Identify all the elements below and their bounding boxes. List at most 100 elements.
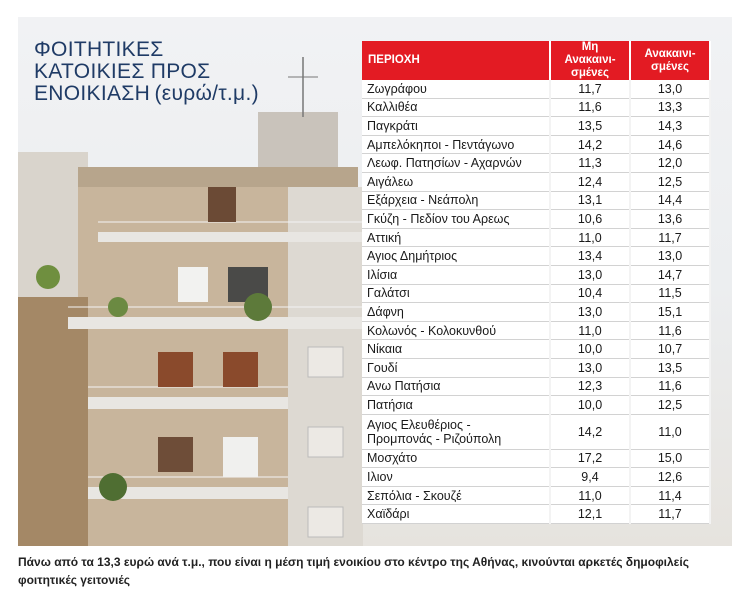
unrenovated-price-cell: 10,4 [550, 284, 631, 304]
renovated-price-cell: 12,0 [630, 153, 711, 173]
renovated-price-cell: 12,5 [630, 172, 711, 192]
table-row: Παγκράτι 13,5 14,3 [362, 116, 711, 136]
renovated-price-cell: 13,0 [630, 246, 711, 266]
unrenovated-price-cell: 10,6 [550, 209, 631, 229]
area-name-cell: Καλλιθέα [362, 98, 551, 118]
table-row: Γουδί 13,0 13,5 [362, 358, 711, 378]
title-main: ΦΟΙΤΗΤΙΚΕΣ ΚΑΤΟΙΚΙΕΣ ΠΡΟΣ ΕΝΟΙΚΙΑΣΗ [34, 38, 211, 105]
table-row: Χαϊδάρι 12,1 11,7 [362, 504, 711, 525]
unrenovated-price-cell: 11,6 [550, 98, 631, 118]
renovated-price-cell: 11,6 [630, 377, 711, 397]
table-row: Κολωνός - Κολοκυνθού 11,0 11,6 [362, 321, 711, 341]
renovated-price-cell: 15,0 [630, 449, 711, 469]
table-row: Ζωγράφου 11,7 13,0 [362, 80, 711, 99]
area-name-cell: Ζωγράφου [362, 80, 551, 99]
rent-table: ΠΕΡΙΟΧΗ Μη Ανακαινι- σμένες Ανακαινι- σμ… [362, 41, 711, 525]
renovated-price-cell: 13,6 [630, 209, 711, 229]
title-unit: (ευρώ/τ.μ.) [154, 82, 259, 105]
unrenovated-price-cell: 12,4 [550, 172, 631, 192]
table-row: Καλλιθέα 11,6 13,3 [362, 98, 711, 118]
unrenovated-price-cell: 14,2 [550, 135, 631, 155]
area-name-cell: Παγκράτι [362, 116, 551, 136]
unrenovated-price-cell: 11,0 [550, 228, 631, 248]
header-area: ΠΕΡΙΟΧΗ [362, 41, 551, 80]
unrenovated-price-cell: 13,5 [550, 116, 631, 136]
unrenovated-price-cell: 10,0 [550, 395, 631, 415]
infographic-panel: ΦΟΙΤΗΤΙΚΕΣ ΚΑΤΟΙΚΙΕΣ ΠΡΟΣ ΕΝΟΙΚΙΑΣΗ (ευρ… [18, 17, 732, 546]
unrenovated-price-cell: 13,0 [550, 265, 631, 285]
table-row: Αμπελόκηποι - Πεντάγωνο 14,2 14,6 [362, 135, 711, 155]
unrenovated-price-cell: 11,0 [550, 486, 631, 506]
caption: Πάνω από τα 13,3 ευρώ ανά τ.μ., που είνα… [18, 555, 689, 587]
table-row: Αττική 11,0 11,7 [362, 228, 711, 248]
renovated-price-cell: 14,6 [630, 135, 711, 155]
area-name-cell: Αττική [362, 228, 551, 248]
unrenovated-price-cell: 13,4 [550, 246, 631, 266]
area-name-cell: Αμπελόκηποι - Πεντάγωνο [362, 135, 551, 155]
area-name-cell: Μοσχάτο [362, 449, 551, 469]
area-name-cell: Ιλίσια [362, 265, 551, 285]
area-name-cell: Γαλάτσι [362, 284, 551, 304]
header-unrenovated: Μη Ανακαινι- σμένες [550, 41, 631, 80]
renovated-price-cell: 11,7 [630, 228, 711, 248]
unrenovated-price-cell: 13,0 [550, 302, 631, 322]
area-name-cell: Ιλιον [362, 467, 551, 487]
unrenovated-price-cell: 12,3 [550, 377, 631, 397]
table-row: Αγιος Δημήτριος 13,4 13,0 [362, 246, 711, 266]
table-row: Γαλάτσι 10,4 11,5 [362, 284, 711, 304]
area-name-cell: Λεωφ. Πατησίων - Αχαρνών [362, 153, 551, 173]
renovated-price-cell: 14,4 [630, 191, 711, 211]
area-name-cell: Γουδί [362, 358, 551, 378]
area-name-cell: Πατήσια [362, 395, 551, 415]
table-row: Αγιος Ελευθέριος - Προμπονάς - Ριζούπολη… [362, 414, 711, 450]
renovated-price-cell: 14,7 [630, 265, 711, 285]
table-row: Γκύζη - Πεδίον του Αρεως 10,6 13,6 [362, 209, 711, 229]
unrenovated-price-cell: 11,7 [550, 80, 631, 99]
header-renovated: Ανακαινι- σμένες [630, 41, 711, 80]
renovated-price-cell: 11,7 [630, 504, 711, 525]
unrenovated-price-cell: 10,0 [550, 339, 631, 359]
table-row: Νίκαια 10,0 10,7 [362, 339, 711, 359]
renovated-price-cell: 15,1 [630, 302, 711, 322]
area-name-cell: Ανω Πατήσια [362, 377, 551, 397]
area-name-cell: Αιγάλεω [362, 172, 551, 192]
area-name-cell: Δάφνη [362, 302, 551, 322]
renovated-price-cell: 10,7 [630, 339, 711, 359]
renovated-price-cell: 11,5 [630, 284, 711, 304]
infographic-title: ΦΟΙΤΗΤΙΚΕΣ ΚΑΤΟΙΚΙΕΣ ΠΡΟΣ ΕΝΟΙΚΙΑΣΗ (ευρ… [34, 39, 334, 105]
renovated-price-cell: 12,5 [630, 395, 711, 415]
table-row: Εξάρχεια - Νεάπολη 13,1 14,4 [362, 191, 711, 211]
table-header-row: ΠΕΡΙΟΧΗ Μη Ανακαινι- σμένες Ανακαινι- σμ… [362, 41, 711, 80]
area-name-cell: Κολωνός - Κολοκυνθού [362, 321, 551, 341]
unrenovated-price-cell: 9,4 [550, 467, 631, 487]
area-name-cell: Αγιος Ελευθέριος - Προμπονάς - Ριζούπολη [362, 414, 551, 450]
renovated-price-cell: 11,6 [630, 321, 711, 341]
unrenovated-price-cell: 17,2 [550, 449, 631, 469]
renovated-price-cell: 13,0 [630, 80, 711, 99]
table-row: Μοσχάτο 17,2 15,0 [362, 449, 711, 469]
unrenovated-price-cell: 11,3 [550, 153, 631, 173]
table-row: Σεπόλια - Σκουζέ 11,0 11,4 [362, 486, 711, 506]
renovated-price-cell: 12,6 [630, 467, 711, 487]
unrenovated-price-cell: 14,2 [550, 414, 631, 450]
renovated-price-cell: 14,3 [630, 116, 711, 136]
area-name-cell: Χαϊδάρι [362, 504, 551, 525]
area-name-cell: Εξάρχεια - Νεάπολη [362, 191, 551, 211]
table-row: Αιγάλεω 12,4 12,5 [362, 172, 711, 192]
unrenovated-price-cell: 12,1 [550, 504, 631, 525]
area-name-cell: Γκύζη - Πεδίον του Αρεως [362, 209, 551, 229]
area-name-cell: Νίκαια [362, 339, 551, 359]
unrenovated-price-cell: 11,0 [550, 321, 631, 341]
renovated-price-cell: 11,0 [630, 414, 711, 450]
unrenovated-price-cell: 13,1 [550, 191, 631, 211]
area-name-cell: Σεπόλια - Σκουζέ [362, 486, 551, 506]
table-row: Πατήσια 10,0 12,5 [362, 395, 711, 415]
renovated-price-cell: 11,4 [630, 486, 711, 506]
table-row: Ανω Πατήσια 12,3 11,6 [362, 377, 711, 397]
table-row: Λεωφ. Πατησίων - Αχαρνών 11,3 12,0 [362, 153, 711, 173]
renovated-price-cell: 13,5 [630, 358, 711, 378]
table-row: Ιλιον 9,4 12,6 [362, 467, 711, 487]
area-name-cell: Αγιος Δημήτριος [362, 246, 551, 266]
table-row: Ιλίσια 13,0 14,7 [362, 265, 711, 285]
unrenovated-price-cell: 13,0 [550, 358, 631, 378]
